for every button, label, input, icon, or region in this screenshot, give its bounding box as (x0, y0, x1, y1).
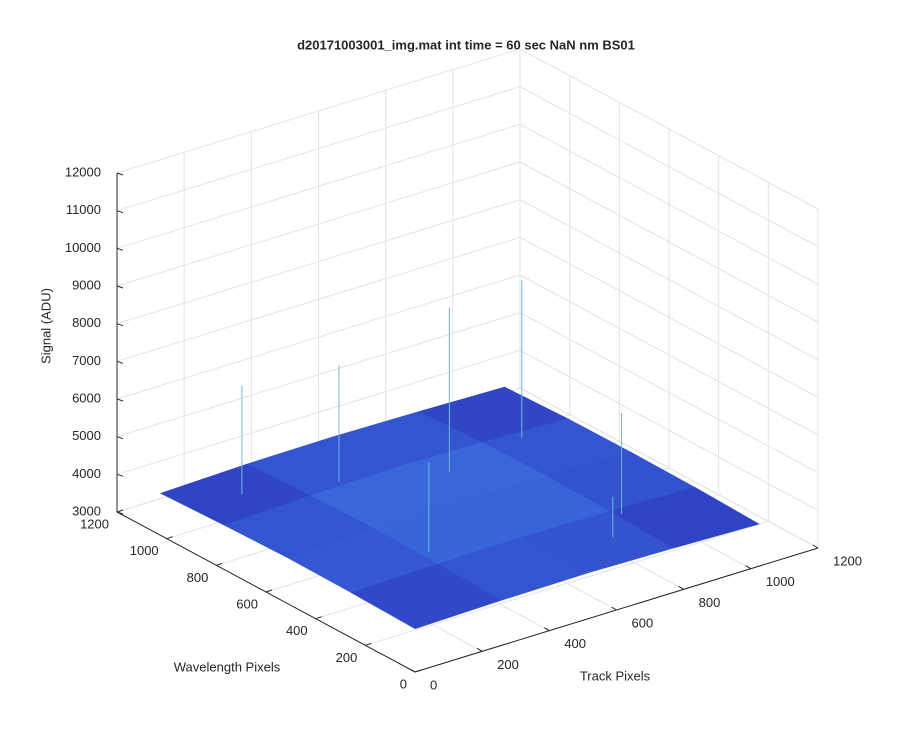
x-tick-label: 400 (564, 636, 586, 651)
z-tick-label: 3000 (72, 503, 101, 518)
z-tick (116, 473, 124, 477)
z-tick (116, 247, 124, 251)
grid-line (116, 312, 521, 438)
z-tick-label: 7000 (72, 353, 101, 368)
grid-line (116, 236, 521, 362)
chart-title: d20171003001_img.mat int time = 60 sec N… (297, 37, 635, 52)
grid-line (519, 199, 819, 361)
x-tick (812, 544, 819, 549)
z-tick (116, 398, 124, 402)
z-tick-label: 6000 (72, 390, 101, 405)
grid-line (116, 161, 521, 287)
y-tick (315, 616, 322, 620)
y-tick-label: 800 (187, 570, 209, 585)
grid-line (116, 349, 521, 475)
y-tick (365, 642, 372, 646)
z-tick-label: 11000 (66, 202, 101, 217)
grid-line (116, 86, 521, 212)
grid-line (116, 48, 521, 174)
grid-line (116, 274, 521, 400)
grid-line (365, 520, 769, 646)
x-tick-label: 800 (699, 595, 721, 610)
grid-line (519, 349, 819, 511)
z-tick (116, 360, 124, 364)
y-tick-label: 1200 (80, 516, 109, 531)
x-tick (476, 647, 483, 652)
x-tick (678, 585, 684, 590)
grid-line (116, 199, 521, 325)
y-axis-label: Wavelength Pixels (174, 659, 281, 674)
y-tick-label: 1000 (130, 543, 159, 558)
y-tick-label: 400 (286, 623, 308, 638)
y-tick (116, 509, 124, 513)
y-tick (216, 562, 223, 566)
x-tick-label: 1000 (766, 574, 795, 589)
z-tick-label: 8000 (72, 315, 101, 330)
grid-line (116, 123, 521, 249)
x-tick-label: 600 (632, 615, 654, 630)
x-tick (409, 668, 416, 673)
z-tick-label: 12000 (65, 164, 101, 179)
x-axis-label: Track Pixels (580, 668, 651, 683)
y-tick-label: 200 (336, 650, 358, 665)
y-tick (414, 669, 422, 673)
grid-line (519, 161, 819, 323)
z-tick (116, 172, 124, 176)
z-tick (116, 323, 124, 327)
grid-line (519, 48, 819, 210)
z-axis-label: Signal (ADU) (38, 288, 53, 364)
surface-cell (350, 563, 502, 630)
y-tick-label: 600 (236, 596, 258, 611)
grid-line (519, 312, 819, 474)
grid-line (519, 236, 819, 398)
x-tick-label: 1200 (833, 553, 862, 568)
z-tick-label: 9000 (72, 277, 101, 292)
x-tick (745, 565, 752, 570)
grid-line (519, 274, 819, 436)
x-tick (544, 627, 550, 632)
z-tick (116, 285, 124, 289)
grid-line (519, 86, 819, 248)
grid-line (519, 123, 819, 285)
z-tick (116, 210, 124, 214)
x-tick-label: 200 (497, 657, 519, 672)
y-tick (166, 536, 173, 540)
x-tick-label: 0 (430, 677, 437, 692)
z-tick-label: 10000 (65, 240, 101, 255)
z-tick (116, 436, 124, 440)
x-tick (611, 606, 617, 611)
z-tick (116, 511, 124, 515)
grid-line (519, 387, 819, 549)
y-tick-label: 0 (400, 676, 407, 691)
z-tick-label: 4000 (72, 466, 101, 481)
z-tick-label: 5000 (72, 428, 101, 443)
y-tick (265, 589, 273, 593)
